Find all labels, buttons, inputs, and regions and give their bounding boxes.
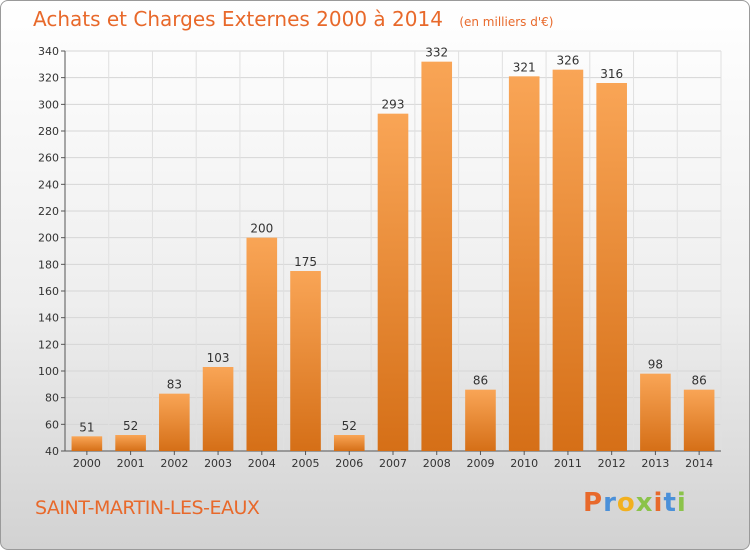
x-tick-label-2011: 2011 bbox=[554, 457, 582, 470]
x-tick-label-2009: 2009 bbox=[466, 457, 494, 470]
x-tick-label-2002: 2002 bbox=[160, 457, 188, 470]
bar-2002 bbox=[159, 393, 190, 451]
data-label-2002: 83 bbox=[167, 378, 182, 392]
commune-name: SAINT-MARTIN-LES-EAUX bbox=[35, 497, 260, 519]
data-label-2012: 316 bbox=[600, 67, 623, 81]
y-tick-label: 320 bbox=[38, 72, 59, 85]
bar-2008 bbox=[421, 61, 453, 452]
y-tick-label: 140 bbox=[38, 312, 59, 325]
logo-letter: i bbox=[676, 488, 687, 518]
data-labels: 51 52 83 103 200 175 52 293 332 86 321 326 316 98 86 bbox=[79, 46, 707, 435]
data-label-2014: 86 bbox=[691, 374, 706, 388]
bar-2012 bbox=[596, 83, 627, 451]
x-tick-label-2008: 2008 bbox=[423, 457, 451, 470]
bar-2005 bbox=[290, 271, 321, 451]
y-tick-label: 300 bbox=[38, 98, 59, 111]
bar-2011 bbox=[552, 69, 584, 452]
bar-2007 bbox=[377, 113, 409, 452]
y-tick-label: 120 bbox=[38, 338, 59, 351]
x-tick-label-2005: 2005 bbox=[292, 457, 320, 470]
data-label-2004: 200 bbox=[250, 222, 273, 236]
y-tick-label: 80 bbox=[45, 392, 59, 405]
chart-unit-label: (en milliers d'€) bbox=[459, 15, 554, 29]
data-label-2005: 175 bbox=[294, 255, 317, 269]
logo-letter: P bbox=[583, 488, 604, 518]
data-label-2001: 52 bbox=[123, 419, 138, 433]
y-tick-label: 240 bbox=[38, 178, 59, 191]
bar-2000 bbox=[71, 436, 103, 451]
y-tick-label: 180 bbox=[38, 258, 59, 271]
logo-letter: t bbox=[663, 488, 677, 518]
x-tick-label-2003: 2003 bbox=[204, 457, 232, 470]
logo-letter: r bbox=[603, 488, 617, 518]
data-label-2010: 321 bbox=[513, 60, 536, 74]
y-tick-label: 220 bbox=[38, 205, 59, 218]
x-tick-label-2010: 2010 bbox=[510, 457, 538, 470]
x-tick-label-2014: 2014 bbox=[685, 457, 713, 470]
proxiti-logo: Proxiti bbox=[583, 488, 687, 518]
chart-title: Achats et Charges Externes 2000 à 2014 (… bbox=[1, 7, 553, 31]
y-tick-label: 100 bbox=[38, 365, 59, 378]
x-tick-label-2006: 2006 bbox=[335, 457, 363, 470]
bar-2004 bbox=[246, 237, 278, 451]
logo-letter: x bbox=[635, 488, 654, 518]
axes: 40 60 80 100 120 140 160 180 200 220 240 260 280 300 3… bbox=[38, 45, 721, 470]
bar-2014 bbox=[683, 389, 715, 451]
data-label-2009: 86 bbox=[473, 374, 488, 388]
data-label-2006: 52 bbox=[342, 419, 357, 433]
data-label-2008: 332 bbox=[425, 46, 448, 60]
data-label-2011: 326 bbox=[556, 54, 579, 68]
x-tick-label-2012: 2012 bbox=[598, 457, 626, 470]
bar-2003 bbox=[202, 367, 234, 451]
x-tick-label-2013: 2013 bbox=[641, 457, 669, 470]
bar-2006 bbox=[333, 435, 365, 451]
x-tick-label-2001: 2001 bbox=[117, 457, 145, 470]
data-label-2003: 103 bbox=[207, 351, 230, 365]
bar-2001 bbox=[115, 435, 146, 451]
y-tick-label: 260 bbox=[38, 152, 59, 165]
bar-2009 bbox=[465, 389, 496, 451]
y-tick-label: 40 bbox=[45, 445, 59, 458]
y-tick-label: 160 bbox=[38, 285, 59, 298]
bar-2010 bbox=[508, 76, 540, 451]
data-label-2007: 293 bbox=[382, 98, 405, 112]
y-tick-label: 340 bbox=[38, 45, 59, 58]
x-tick-label-2000: 2000 bbox=[73, 457, 101, 470]
bar-2013 bbox=[640, 373, 671, 451]
logo-letter: i bbox=[653, 488, 664, 518]
chart-title-text: Achats et Charges Externes 2000 à 2014 bbox=[33, 7, 443, 31]
x-tick-label-2007: 2007 bbox=[379, 457, 407, 470]
data-label-2013: 98 bbox=[648, 358, 663, 372]
logo-letter: o bbox=[616, 488, 636, 518]
y-tick-label: 60 bbox=[45, 418, 59, 431]
x-tick-label-2004: 2004 bbox=[248, 457, 276, 470]
data-label-2000: 51 bbox=[79, 420, 94, 434]
y-tick-label: 200 bbox=[38, 232, 59, 245]
bars bbox=[71, 61, 715, 452]
y-tick-label: 280 bbox=[38, 125, 59, 138]
